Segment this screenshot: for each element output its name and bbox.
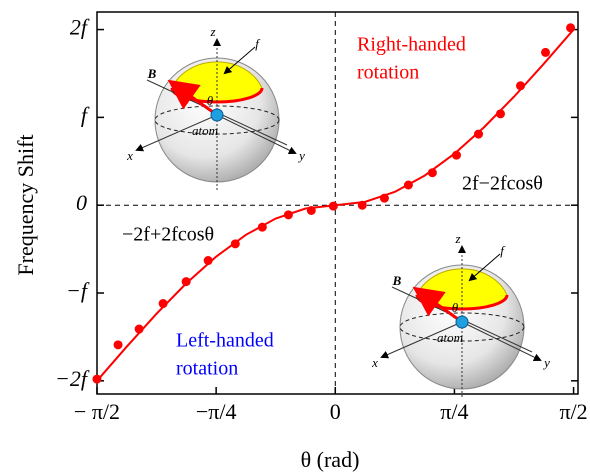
x-tick-label: π/4 (440, 399, 468, 424)
inset-label: B (392, 273, 402, 288)
annotation: Right-handed (357, 34, 466, 56)
atom (211, 109, 223, 121)
inset-label: x (126, 148, 133, 163)
inset-label: z (209, 24, 215, 39)
inset-label: f (500, 243, 506, 258)
data-point (159, 299, 168, 308)
annotation: 2f−2fcosθ (462, 173, 543, 195)
inset-label: θ (452, 300, 459, 315)
inset-label: θ (207, 93, 214, 108)
data-point (329, 202, 338, 211)
data-point (496, 109, 505, 118)
y-tick-label: f (81, 102, 90, 127)
data-point (182, 277, 191, 286)
data-point (474, 130, 483, 139)
inset-label: atom (192, 123, 218, 138)
data-point (204, 256, 213, 265)
data-point (380, 194, 389, 203)
data-point (307, 206, 316, 215)
data-point (428, 168, 437, 177)
annotation: rotation (357, 62, 419, 84)
atom (456, 316, 468, 328)
y-tick-label: 2f (70, 15, 90, 40)
y-axis-label: Frequency Shift (13, 134, 38, 275)
data-point (566, 23, 575, 32)
data-point (114, 340, 123, 349)
inset-label: atom (437, 330, 463, 345)
data-point (258, 223, 267, 232)
x-tick-label: 0 (330, 399, 341, 424)
data-point (358, 201, 367, 210)
inset-label: x (371, 355, 378, 370)
data-point (284, 210, 293, 219)
data-point (231, 239, 240, 248)
inset-label: B (147, 66, 157, 81)
annotation: −2f+2fcosθ (122, 224, 214, 246)
data-point (541, 48, 550, 57)
x-axis-label: θ (rad) (301, 447, 360, 472)
inset-label: y (297, 148, 305, 163)
inset-label: z (454, 231, 460, 246)
x-tick-label: − π/2 (74, 399, 120, 424)
inset-diagram: z f Bθ atom x y (126, 24, 305, 190)
y-tick-label: −f (66, 278, 90, 303)
data-point (404, 180, 413, 189)
x-tick-label: −π/4 (196, 399, 237, 424)
data-point (516, 81, 525, 90)
data-point (92, 375, 101, 384)
annotation: rotation (176, 358, 238, 380)
inset-label: y (542, 355, 550, 370)
annotation: Left-handed (176, 330, 274, 352)
y-tick-label: −2f (55, 366, 90, 391)
x-tick-label: π/2 (559, 399, 587, 424)
chart: θ (rad) Frequency Shift − π/2 −π/4 0 π/4 π/2… (0, 0, 590, 476)
data-point (135, 325, 144, 334)
data-point (452, 151, 461, 160)
inset-label: f (255, 36, 261, 51)
y-tick-label: 0 (76, 190, 87, 215)
inset-diagram: z f Bθ atom x y (371, 231, 550, 397)
